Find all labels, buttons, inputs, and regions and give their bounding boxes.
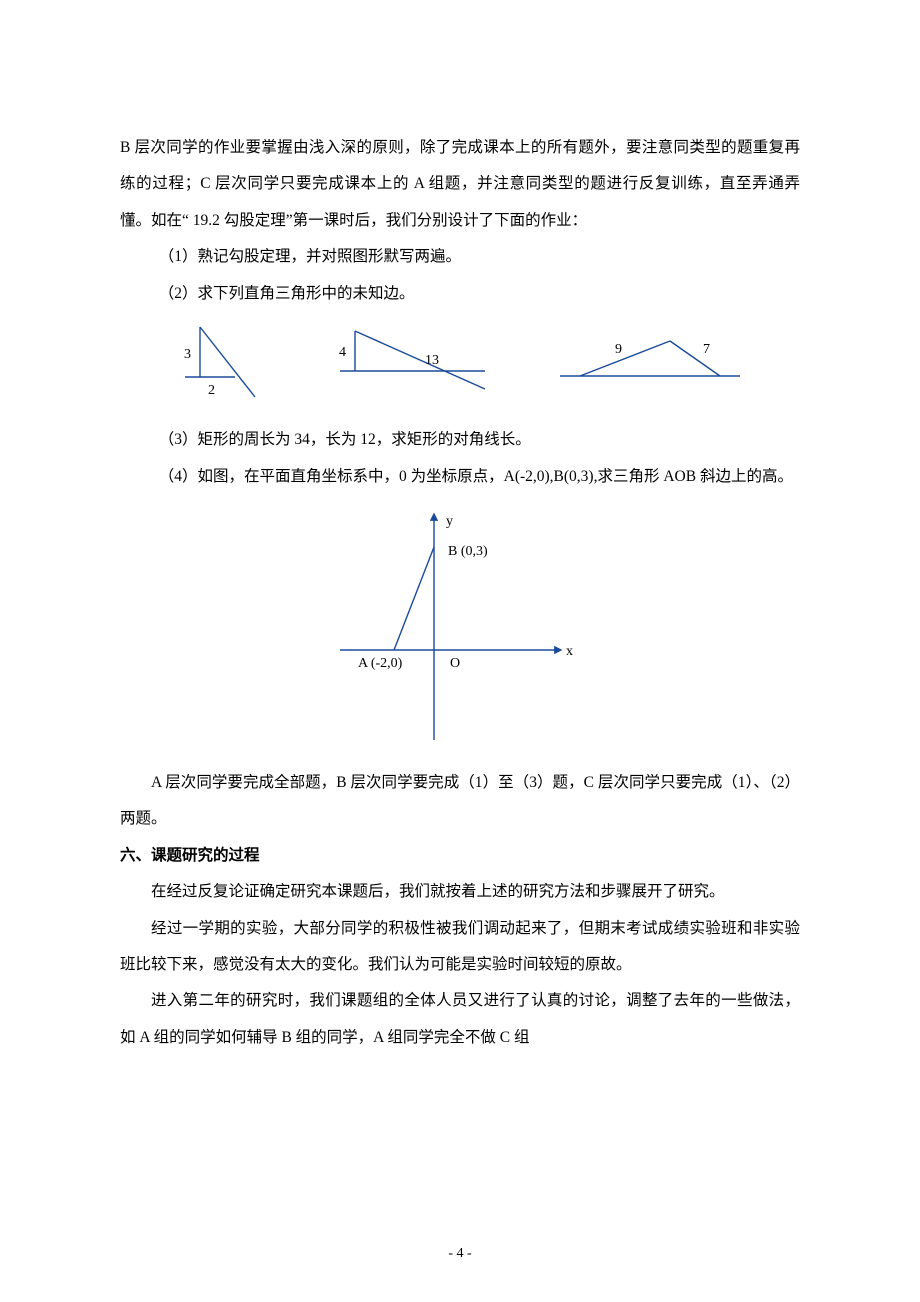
triangle-side-label: 9 bbox=[615, 342, 622, 357]
triangle-side-label: 7 bbox=[703, 342, 710, 357]
paragraph: 经过一学期的实验，大部分同学的积极性被我们调动起来了，但期末考试成绩实验班和非实… bbox=[120, 911, 800, 984]
list-item: （4）如图，在平面直角坐标系中，0 为坐标原点，A(-2,0),B(0,3),求… bbox=[120, 459, 800, 495]
origin-label: O bbox=[450, 656, 460, 671]
paragraph: 进入第二年的研究时，我们课题组的全体人员又进行了认真的讨论，调整了去年的一些做法… bbox=[120, 983, 800, 1056]
list-item: （3）矩形的周长为 34，长为 12，求矩形的对角线长。 bbox=[120, 422, 800, 458]
triangle-side-label: 2 bbox=[208, 383, 215, 398]
page-number: - 4 - bbox=[0, 1246, 920, 1262]
triangle-side-label: 3 bbox=[184, 347, 191, 362]
triangle-side-label: 4 bbox=[339, 345, 346, 360]
section-heading: 六、课题研究的过程 bbox=[120, 838, 800, 874]
list-item: （2）求下列直角三角形中的未知边。 bbox=[120, 276, 800, 312]
list-item: （1）熟记勾股定理，并对照图形默写两遍。 bbox=[120, 239, 800, 275]
triangle-diagram-3: 9 7 bbox=[555, 331, 745, 393]
triangle-side-label: 13 bbox=[425, 353, 439, 368]
paragraph: 在经过反复论证确定研究本课题后，我们就按着上述的研究方法和步骤展开了研究。 bbox=[120, 874, 800, 910]
coordinate-diagram: y x O A (-2,0) B (0,3) bbox=[330, 505, 590, 755]
triangle-diagram-1: 3 2 bbox=[170, 322, 265, 402]
point-label-a: A (-2,0) bbox=[358, 656, 403, 671]
paragraph: A 层次同学要完成全部题，B 层次同学要完成（1）至（3）题，C 层次同学只要完… bbox=[120, 765, 800, 838]
paragraph: B 层次同学的作业要掌握由浅入深的原则，除了完成课本上的所有题外，要注意同类型的… bbox=[120, 130, 800, 239]
axis-label-x: x bbox=[566, 644, 573, 659]
point-label-b: B (0,3) bbox=[448, 544, 488, 559]
triangle-diagram-row: 3 2 4 13 9 7 bbox=[120, 312, 800, 422]
axis-label-y: y bbox=[446, 514, 453, 529]
triangle-diagram-2: 4 13 bbox=[325, 326, 495, 398]
